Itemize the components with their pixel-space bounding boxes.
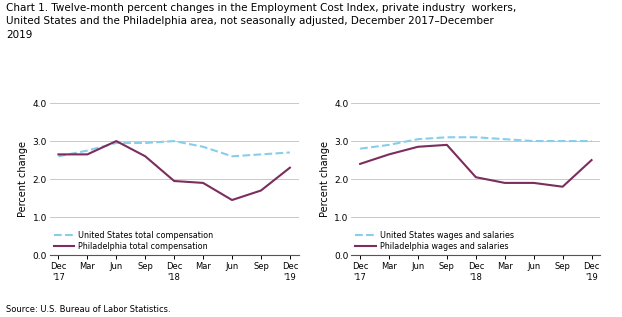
Line: Philadelphia wages and salaries: Philadelphia wages and salaries [360, 145, 592, 187]
Philadelphia wages and salaries [385, 152, 392, 156]
Philadelphia total compensation [228, 198, 236, 202]
United States wages and salaries [588, 139, 595, 143]
United States total compensation [200, 145, 207, 149]
Philadelphia total compensation [141, 154, 149, 158]
Philadelphia wages and salaries [414, 145, 422, 149]
Text: Chart 1. Twelve-month percent changes in the Employment Cost Index, private indu: Chart 1. Twelve-month percent changes in… [6, 3, 516, 40]
Philadelphia total compensation [286, 166, 294, 170]
Line: United States total compensation: United States total compensation [58, 141, 290, 156]
United States wages and salaries [414, 137, 422, 141]
Philadelphia wages and salaries [443, 143, 450, 147]
Line: United States wages and salaries: United States wages and salaries [360, 137, 592, 149]
United States wages and salaries [472, 135, 480, 139]
Philadelphia wages and salaries [356, 162, 364, 166]
United States total compensation [83, 149, 91, 152]
Philadelphia wages and salaries [588, 158, 595, 162]
Line: Philadelphia total compensation: Philadelphia total compensation [58, 141, 290, 200]
Legend: United States wages and salaries, Philadelphia wages and salaries: United States wages and salaries, Philad… [355, 231, 514, 251]
Y-axis label: Percent change: Percent change [19, 141, 29, 217]
Philadelphia wages and salaries [559, 185, 567, 189]
United States total compensation [258, 152, 265, 156]
Philadelphia wages and salaries [472, 175, 480, 179]
Philadelphia total compensation [113, 139, 120, 143]
Philadelphia wages and salaries [530, 181, 537, 185]
United States total compensation [141, 141, 149, 145]
United States total compensation [113, 141, 120, 145]
Philadelphia total compensation [258, 189, 265, 192]
United States total compensation [228, 154, 236, 158]
Philadelphia total compensation [200, 181, 207, 185]
Y-axis label: Percent change: Percent change [320, 141, 330, 217]
United States wages and salaries [385, 143, 392, 147]
Text: Source: U.S. Bureau of Labor Statistics.: Source: U.S. Bureau of Labor Statistics. [6, 305, 171, 314]
Philadelphia wages and salaries [501, 181, 509, 185]
Philadelphia total compensation [83, 152, 91, 156]
Philadelphia total compensation [55, 152, 62, 156]
United States wages and salaries [530, 139, 537, 143]
United States total compensation [55, 154, 62, 158]
United States wages and salaries [501, 137, 509, 141]
United States wages and salaries [356, 147, 364, 151]
United States total compensation [170, 139, 178, 143]
Philadelphia total compensation [170, 179, 178, 183]
Legend: United States total compensation, Philadelphia total compensation: United States total compensation, Philad… [53, 231, 213, 251]
United States total compensation [286, 151, 294, 154]
United States wages and salaries [559, 139, 567, 143]
United States wages and salaries [443, 135, 450, 139]
